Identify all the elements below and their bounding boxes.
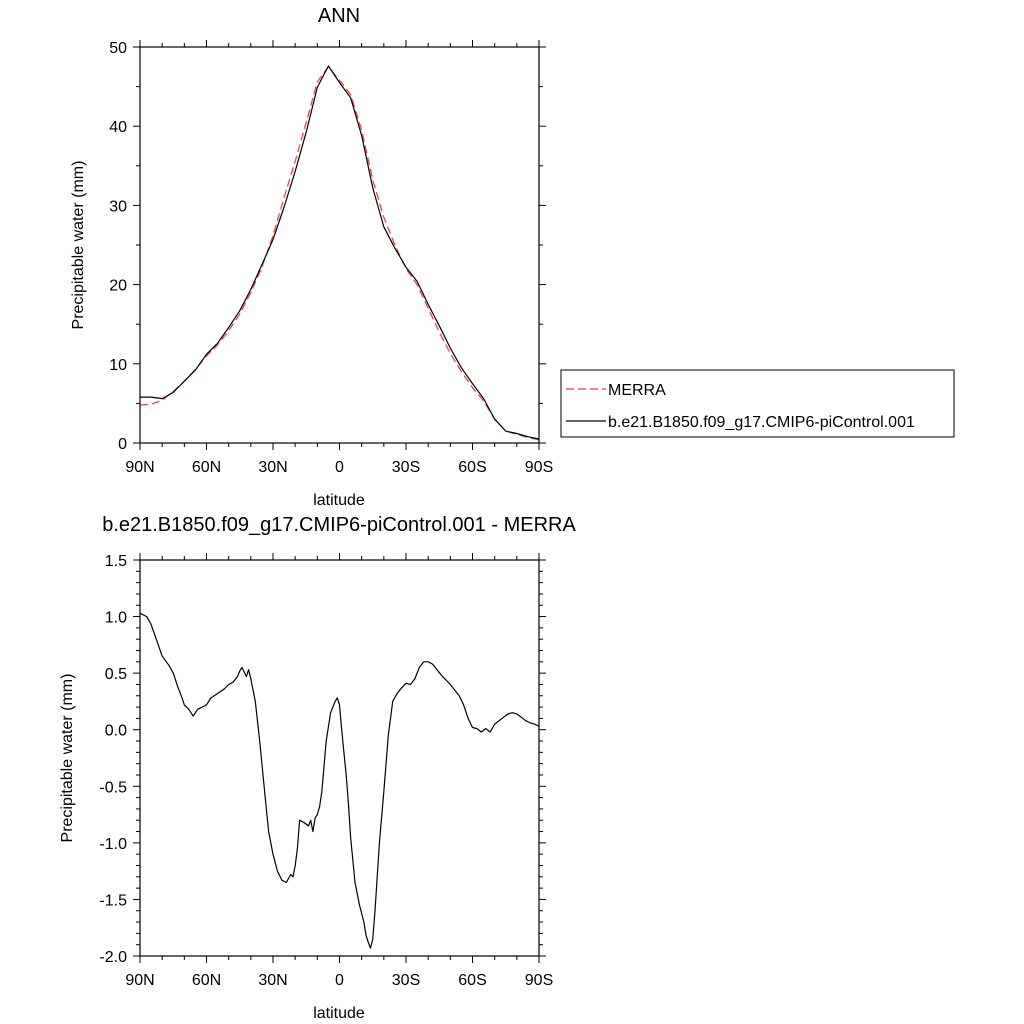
x-tick-label: 30S <box>392 459 420 476</box>
x-tick-label: 90S <box>525 972 553 989</box>
legend-label-model: b.e21.B1850.f09_g17.CMIP6-piControl.001 <box>608 414 915 431</box>
plot-frame <box>139 559 540 957</box>
legend: MERRA b.e21.B1850.f09_g17.CMIP6-piContro… <box>560 369 955 438</box>
legend-box <box>560 369 955 438</box>
x-tick-label: 0 <box>335 972 344 989</box>
x-tick-label: 60S <box>458 459 486 476</box>
y-tick-label: -0.5 <box>99 779 127 796</box>
x-tick-label: 90N <box>125 459 154 476</box>
y-tick-label: 40 <box>109 119 127 136</box>
x-tick-label: 30N <box>258 972 287 989</box>
y-tick-label: -1.5 <box>99 892 127 909</box>
y-tick-label: 30 <box>109 198 127 215</box>
x-tick-label: 90N <box>125 972 154 989</box>
x-tick-label: 60S <box>458 972 486 989</box>
x-tick-label: 90S <box>525 459 553 476</box>
x-tick-label: 30S <box>392 972 420 989</box>
y-axis-label: Precipitable water (mm) <box>70 161 87 330</box>
x-axis-label: latitude <box>313 492 365 509</box>
chart-title: b.e21.B1850.f09_g17.CMIP6-piControl.001 … <box>102 514 576 536</box>
x-axis-label: latitude <box>313 1005 365 1022</box>
y-tick-label: 10 <box>109 357 127 374</box>
series-line-1 <box>139 612 540 949</box>
y-tick-label: 0.0 <box>105 723 127 740</box>
x-tick-label: 60N <box>192 459 221 476</box>
plot-frame <box>139 46 540 444</box>
chart-ann: ANN 0 10 20 30 40 50 90N 60N 30N 0 30S 60S 90S Preci… <box>70 5 955 509</box>
chart-difference: b.e21.B1850.f09_g17.CMIP6-piControl.001 … <box>59 514 576 1022</box>
x-tick-label: 30N <box>258 459 287 476</box>
y-tick-label: 1.5 <box>105 553 127 570</box>
plot-area: 1.5 1.0 0.5 0.0 -0.5 -1.0 -1.5 -2.0 90N 60N 30N 0 30… <box>99 553 553 989</box>
y-tick-label: 50 <box>109 40 127 57</box>
x-tick-label: 0 <box>335 459 344 476</box>
series-line-2 <box>140 65 540 440</box>
y-tick-label: 20 <box>109 278 127 295</box>
y-tick-label: -1.0 <box>99 836 127 853</box>
chart-title: ANN <box>318 5 360 27</box>
y-tick-label: 0 <box>118 436 127 453</box>
x-tick-label: 60N <box>192 972 221 989</box>
legend-label-merra: MERRA <box>608 382 666 399</box>
series-line-1 <box>139 66 540 441</box>
y-tick-label: 1.0 <box>105 610 127 627</box>
plot-area: 0 10 20 30 40 50 90N 60N 30N 0 30S 60S 90S <box>109 40 553 476</box>
y-axis-label: Precipitable water (mm) <box>59 674 76 843</box>
y-tick-label: 0.5 <box>105 666 127 683</box>
y-tick-label: -2.0 <box>99 949 127 966</box>
